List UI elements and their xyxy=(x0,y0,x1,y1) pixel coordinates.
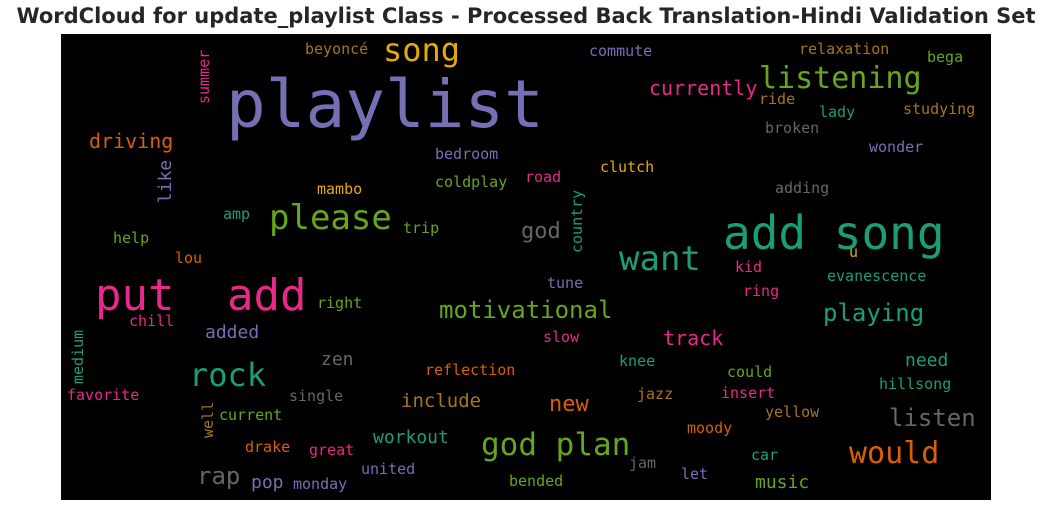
word-well: well xyxy=(199,401,217,438)
word-evanescence: evanescence xyxy=(827,267,927,285)
word-music: music xyxy=(755,472,810,493)
word-bedroom: bedroom xyxy=(435,145,499,163)
word-broken: broken xyxy=(765,119,820,137)
word-could: could xyxy=(727,363,773,381)
word-relaxation: relaxation xyxy=(799,40,890,58)
word-slow: slow xyxy=(543,328,580,346)
word-mambo: mambo xyxy=(317,180,363,198)
word-road: road xyxy=(525,168,562,186)
word-workout: workout xyxy=(373,427,449,448)
word-single: single xyxy=(289,387,344,405)
word-song: song xyxy=(383,34,461,69)
word-listen: listen xyxy=(889,404,976,432)
word-rap: rap xyxy=(197,462,241,490)
wordcloud-canvas: playlist add song put add song listening pleas… xyxy=(61,34,991,500)
word-clutch: clutch xyxy=(600,158,655,176)
word-studying: studying xyxy=(903,100,976,118)
word-track: track xyxy=(663,326,724,350)
word-let: let xyxy=(681,465,709,483)
word-monday: monday xyxy=(293,475,348,493)
word-great: great xyxy=(309,441,355,459)
word-favorite: favorite xyxy=(67,386,140,404)
word-trip: trip xyxy=(403,219,440,237)
word-would: would xyxy=(849,436,940,471)
word-commute: commute xyxy=(589,42,653,60)
word-zen: zen xyxy=(321,349,354,370)
word-add-song: add song xyxy=(723,206,945,260)
word-u: u xyxy=(849,243,859,261)
word-motivational: motivational xyxy=(439,296,613,324)
word-new: new xyxy=(549,392,589,417)
word-summer: summer xyxy=(195,49,213,104)
word-ring: ring xyxy=(743,282,780,300)
word-god-plan: god plan xyxy=(481,427,631,463)
word-playing: playing xyxy=(823,299,925,327)
word-ride: ride xyxy=(759,90,796,108)
word-knee: knee xyxy=(619,352,656,370)
word-chill: chill xyxy=(129,312,175,330)
word-driving: driving xyxy=(89,129,174,153)
word-drake: drake xyxy=(245,438,291,456)
word-united: united xyxy=(361,460,416,478)
word-amp: amp xyxy=(223,205,251,223)
word-god: god xyxy=(521,219,561,244)
word-pop: pop xyxy=(251,472,284,493)
word-want: want xyxy=(619,239,701,279)
word-put: put xyxy=(95,270,175,321)
word-add: add xyxy=(227,270,307,321)
word-hillsong: hillsong xyxy=(879,375,952,393)
word-like: like xyxy=(155,159,176,204)
word-help: help xyxy=(113,229,150,247)
word-current: current xyxy=(219,406,283,424)
word-include: include xyxy=(401,390,482,412)
word-car: car xyxy=(751,446,779,464)
word-bega: bega xyxy=(927,48,964,66)
word-added: added xyxy=(205,322,260,343)
word-adding: adding xyxy=(775,179,830,197)
word-beyonc: beyoncé xyxy=(305,40,369,58)
word-rock: rock xyxy=(189,356,267,394)
word-need: need xyxy=(905,350,949,371)
word-please: please xyxy=(269,198,392,238)
word-tune: tune xyxy=(547,274,584,292)
word-playlist: playlist xyxy=(226,66,544,143)
word-country: country xyxy=(568,189,586,253)
chart-title: WordCloud for update_playlist Class - Pr… xyxy=(16,4,1036,28)
word-coldplay: coldplay xyxy=(435,173,508,191)
word-jazz: jazz xyxy=(637,385,674,403)
word-currently: currently xyxy=(649,76,758,100)
word-lady: lady xyxy=(819,103,856,121)
word-insert: insert xyxy=(721,384,776,402)
word-right: right xyxy=(317,294,363,312)
word-jam: jam xyxy=(629,454,657,472)
word-yellow: yellow xyxy=(765,403,820,421)
word-reflection: reflection xyxy=(425,361,516,379)
word-moody: moody xyxy=(687,419,733,437)
word-bended: bended xyxy=(509,472,564,490)
word-kid: kid xyxy=(735,258,763,276)
word-listening: listening xyxy=(759,61,922,96)
word-lou: lou xyxy=(175,249,203,267)
word-medium: medium xyxy=(69,329,87,384)
word-wonder: wonder xyxy=(869,138,924,156)
